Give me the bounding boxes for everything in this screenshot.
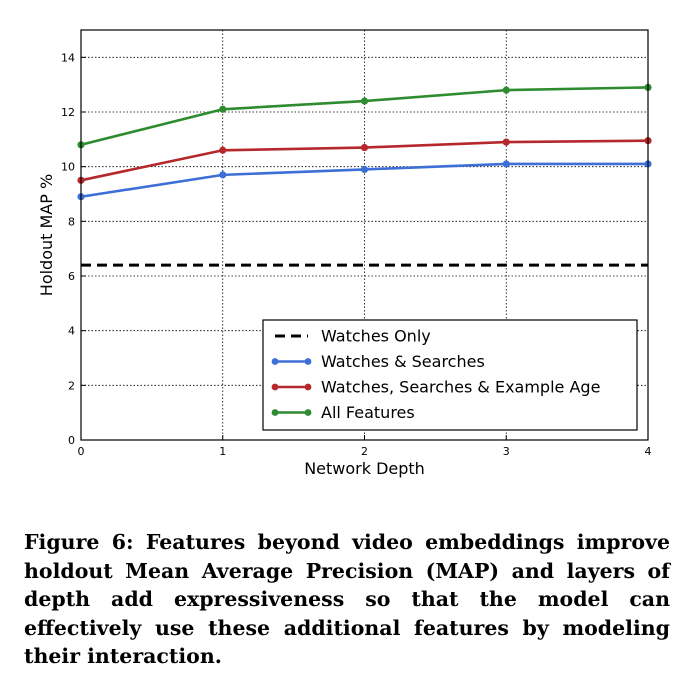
legend-marker	[271, 383, 279, 391]
legend-marker	[271, 409, 279, 416]
series-3	[77, 83, 652, 149]
legend-label: Watches Only	[321, 327, 431, 346]
y-tick-label: 2	[68, 379, 75, 392]
x-tick-label: 2	[361, 445, 368, 458]
y-tick-label: 8	[68, 215, 75, 228]
legend-item: Watches Only	[275, 327, 431, 346]
y-tick-label: 12	[61, 106, 75, 119]
legend-marker	[304, 409, 312, 416]
x-tick-label: 0	[78, 445, 85, 458]
x-tick-label: 1	[219, 445, 226, 458]
data-point	[360, 97, 369, 105]
figure-caption: Figure 6: Features beyond video embeddin…	[24, 530, 670, 668]
data-point	[219, 171, 227, 179]
data-point	[360, 143, 369, 152]
legend-item: Watches & Searches	[271, 352, 485, 371]
x-tick-label: 4	[645, 445, 652, 458]
data-point	[502, 160, 510, 168]
y-tick-label: 4	[68, 325, 75, 338]
x-axis-label: Network Depth	[304, 459, 425, 478]
legend-item: Watches, Searches & Example Age	[271, 378, 600, 397]
data-point	[219, 146, 227, 154]
series-lines	[77, 83, 652, 267]
y-tick-label: 0	[68, 434, 75, 447]
y-axis-label: Holdout MAP %	[37, 174, 56, 296]
legend-item: All Features	[271, 403, 415, 422]
legend-marker	[304, 383, 312, 391]
data-point	[360, 165, 369, 173]
data-point	[502, 138, 510, 146]
legend-label: Watches, Searches & Example Age	[321, 378, 600, 397]
legend: Watches Only Watches & Searches Watches, S…	[262, 319, 638, 431]
legend-box	[262, 319, 638, 431]
legend-marker	[304, 358, 312, 365]
data-point	[502, 86, 510, 94]
x-tick-label: 3	[503, 445, 510, 458]
series-1	[77, 160, 652, 201]
legend-marker	[271, 358, 279, 365]
series-2	[77, 137, 652, 184]
y-tick-label: 6	[68, 270, 75, 283]
y-tick-label: 10	[61, 161, 75, 174]
data-point	[219, 105, 227, 113]
y-tick-label: 14	[61, 51, 75, 64]
legend-label: All Features	[321, 403, 415, 422]
legend-label: Watches & Searches	[321, 352, 485, 371]
